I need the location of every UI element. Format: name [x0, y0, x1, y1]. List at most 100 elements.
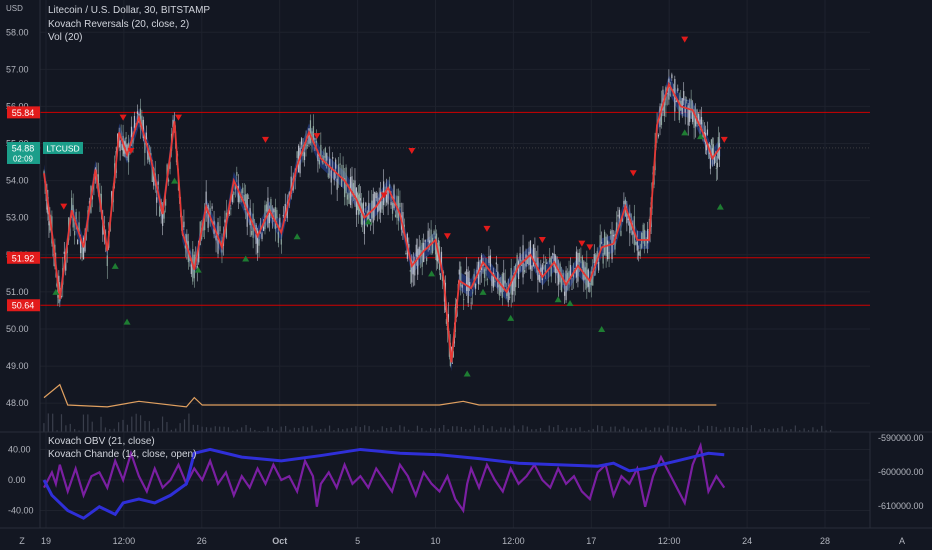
candle-body — [329, 158, 331, 167]
candle-body — [657, 134, 660, 137]
volume-bar — [267, 426, 269, 432]
candle-body — [675, 101, 677, 102]
volume-bar — [575, 428, 577, 432]
candle-body — [265, 204, 268, 212]
candle-body — [635, 241, 637, 245]
candle-body — [338, 164, 340, 176]
legend-symbol[interactable]: Litecoin / U.S. Dollar, 30, BITSTAMP — [48, 5, 211, 16]
volume-bar — [82, 414, 85, 432]
candle-body — [632, 231, 634, 235]
candle-body — [479, 270, 481, 273]
candle-body — [621, 216, 624, 222]
reversal-down-marker — [127, 147, 135, 154]
candle-body — [280, 239, 282, 245]
volume-bar — [610, 426, 612, 432]
candle-body — [391, 203, 394, 214]
x-tick-label: Oct — [272, 536, 287, 546]
candle-body — [236, 171, 238, 176]
volume-bar — [720, 429, 722, 432]
candle-body — [563, 291, 566, 296]
volume-bar — [561, 430, 564, 432]
volume-bar — [87, 414, 89, 432]
candle-body — [387, 188, 389, 205]
horizontal-levels — [40, 111, 870, 306]
symbol-tag-bg — [43, 141, 83, 154]
candle-body — [273, 208, 275, 213]
volume-bar — [636, 428, 638, 432]
legend-volume[interactable]: Vol (20) — [48, 32, 83, 43]
candle-body — [142, 119, 144, 139]
candle-body — [602, 253, 604, 264]
volume-bar — [408, 429, 410, 432]
x-tick-label: 19 — [41, 536, 51, 546]
volume-bar — [118, 422, 120, 432]
candle-body — [686, 100, 688, 102]
volume-bar — [711, 425, 713, 432]
scale-a-button[interactable]: A — [899, 536, 905, 546]
legend-kovach-obv[interactable]: Kovach OBV (21, close) — [48, 436, 155, 447]
candle-body — [504, 280, 506, 284]
candle-body — [687, 105, 689, 126]
candle-body — [693, 109, 695, 128]
candle-body — [458, 269, 460, 275]
reversal-up-marker — [293, 233, 301, 240]
candle-body — [378, 197, 380, 211]
y-tick-label: 53.00 — [6, 213, 29, 223]
candle-body — [713, 155, 715, 165]
scale-z-button[interactable]: Z — [19, 536, 25, 546]
volume-bar — [482, 425, 484, 432]
volume-bar — [588, 429, 590, 432]
candle-body — [528, 251, 530, 266]
candle-body — [366, 211, 368, 227]
legend-kovach-reversals[interactable]: Kovach Reversals (20, close, 2) — [48, 19, 190, 30]
candle-body — [314, 138, 316, 140]
candle-body — [365, 202, 367, 207]
candle-body — [636, 241, 638, 251]
candle-body — [424, 239, 426, 242]
legend-kovach-chande[interactable]: Kovach Chande (14, close, open) — [48, 449, 197, 460]
candle-body — [626, 208, 628, 224]
volume-bar — [676, 427, 678, 432]
volume-bar — [715, 426, 717, 432]
candle-body — [374, 191, 376, 210]
reversal-up-marker — [554, 296, 562, 303]
candle-body — [689, 107, 691, 122]
reversal-down-marker — [483, 225, 491, 232]
volume-bar — [816, 429, 818, 432]
candle-body — [276, 209, 278, 219]
volume-bar — [175, 428, 177, 432]
candle-body — [262, 226, 265, 231]
candle-body — [436, 246, 439, 262]
candle-body — [342, 164, 344, 181]
candle-body — [79, 238, 82, 254]
candle-body — [148, 152, 150, 162]
candle-body — [119, 140, 121, 151]
candle-body — [512, 277, 514, 295]
candle-body — [242, 187, 244, 193]
candle-body — [65, 252, 67, 271]
candle-body — [712, 144, 714, 158]
candle-body — [106, 255, 108, 267]
volume-bar — [737, 428, 739, 432]
volume-bar — [179, 423, 181, 432]
candle-body — [445, 319, 448, 324]
volume-bar — [465, 429, 467, 432]
reversal-down-marker — [629, 170, 637, 177]
reversal-up-marker — [681, 129, 689, 136]
candle-body — [700, 116, 703, 125]
candle-body — [71, 197, 73, 212]
volume-bar — [109, 429, 111, 432]
candle-body — [60, 296, 62, 297]
candle-body — [363, 220, 365, 235]
volume-bar — [557, 425, 559, 432]
candle-body — [333, 172, 335, 180]
volume-bar — [544, 430, 546, 432]
volume-bar — [746, 427, 748, 432]
kovach-reversal-line — [43, 81, 722, 363]
candle-body — [485, 265, 487, 271]
candle-body — [315, 141, 318, 143]
candle-body — [326, 152, 328, 161]
candle-body — [644, 229, 646, 246]
candle-body — [183, 221, 185, 228]
